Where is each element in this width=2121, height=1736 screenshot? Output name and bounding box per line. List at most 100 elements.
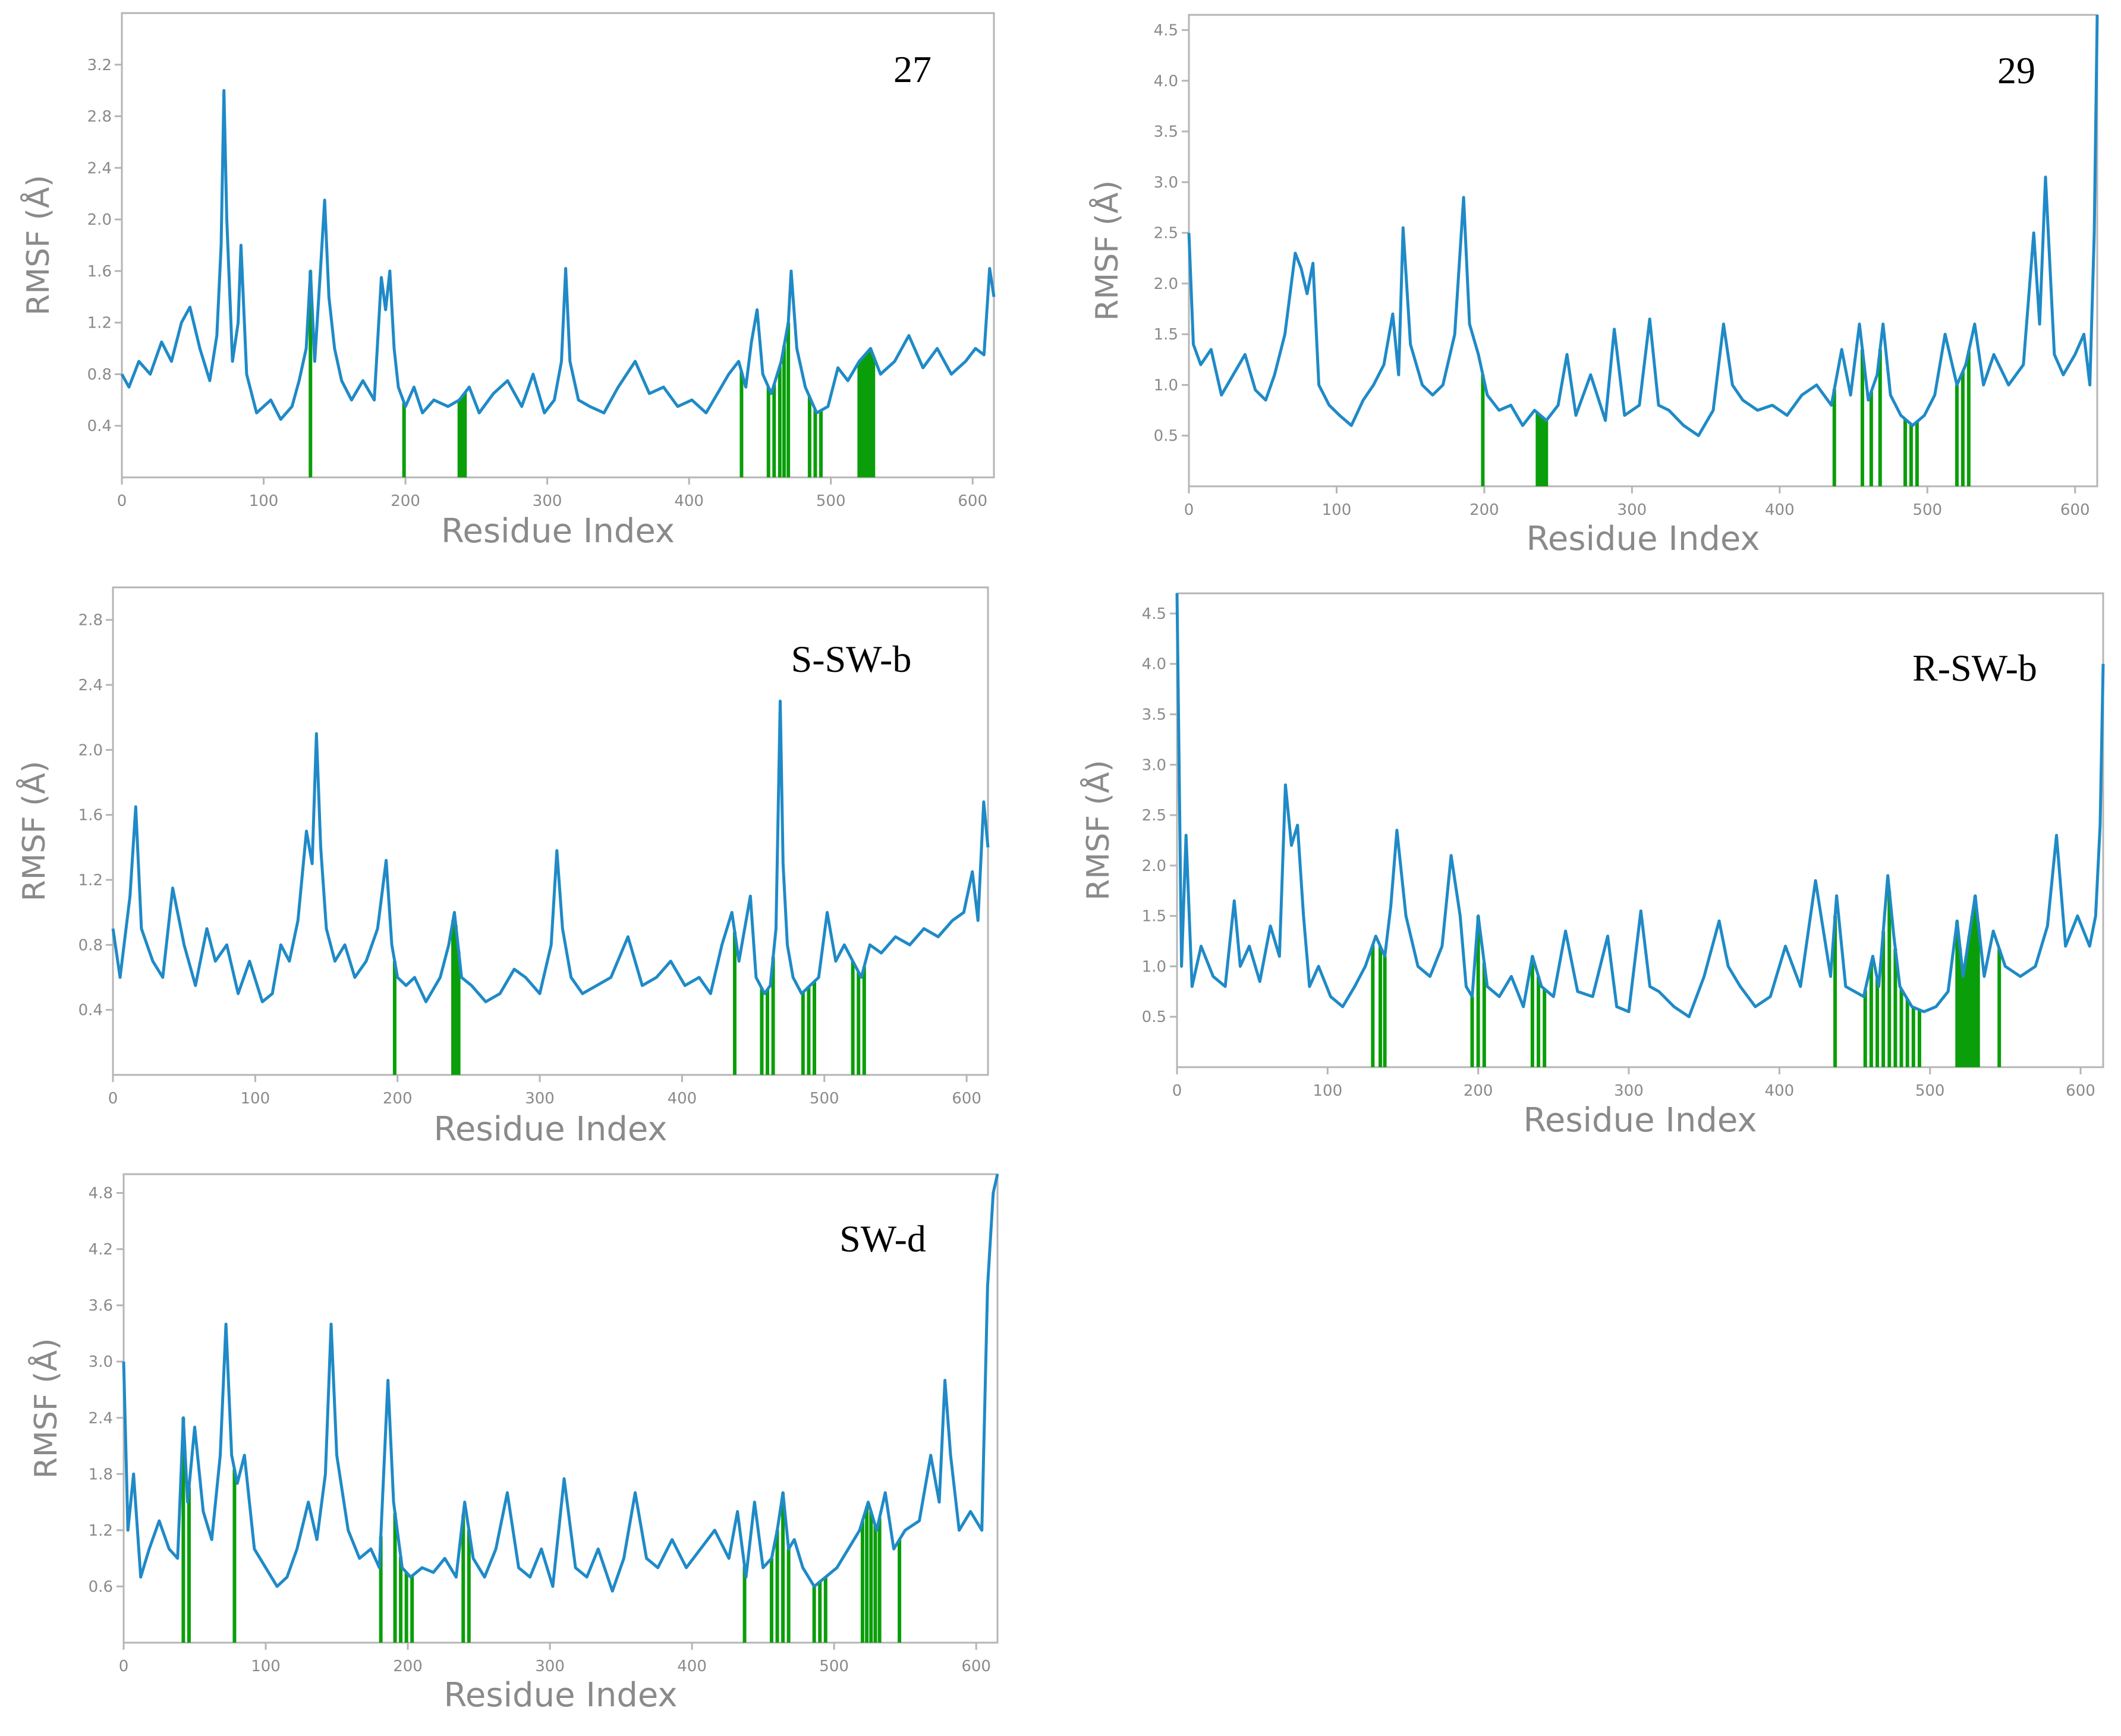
y-tick-label: 3.2 — [87, 56, 112, 74]
x-tick-label: 400 — [674, 492, 704, 510]
plot-frame — [121, 12, 995, 479]
x-tick-label: 600 — [958, 492, 987, 510]
y-tick-label: 0.5 — [1154, 427, 1178, 445]
x-tick-label: 100 — [1313, 1082, 1343, 1100]
y-tick-label: 0.8 — [87, 366, 112, 383]
y-tick-label: 2.8 — [78, 612, 103, 630]
y-tick-label: 3.5 — [1142, 706, 1166, 724]
x-tick-label: 300 — [535, 1658, 565, 1675]
panel-title: 27 — [893, 48, 932, 90]
y-tick-label: 3.5 — [1154, 123, 1178, 141]
x-tick-label: 200 — [383, 1090, 413, 1108]
chart-panel-pssw: 0 100 200 300 400 500 600 0.4 0.8 1.2 1.6 2.0 2.4 2.8… — [15, 586, 990, 1149]
x-tick-label: 500 — [816, 492, 846, 510]
y-tick-label: 0.6 — [89, 1578, 113, 1596]
panel-title: R-SW-b — [1912, 647, 2037, 689]
y-tick-label: 4.8 — [89, 1185, 113, 1203]
x-tick-label: 600 — [952, 1090, 981, 1108]
plot-frame — [112, 586, 989, 1076]
x-tick-label: 100 — [241, 1090, 270, 1108]
y-axis-label: RMSF (Å) — [20, 175, 56, 316]
y-tick-label: 2.4 — [89, 1410, 113, 1427]
chart-panel-pswd: 0 100 200 300 400 500 600 0.6 1.2 1.8 2.4 3.0 3.6 4.2… — [27, 1173, 999, 1715]
x-tick-label: 600 — [961, 1658, 991, 1675]
y-tick-label: 1.5 — [1154, 326, 1178, 344]
x-tick-label: 500 — [810, 1090, 839, 1108]
y-tick-label: 0.4 — [78, 1002, 103, 1020]
x-tick-label: 300 — [533, 492, 562, 510]
y-tick-label: 3.0 — [1154, 174, 1178, 191]
y-tick-label: 2.0 — [1154, 275, 1178, 293]
x-tick-label: 300 — [1614, 1082, 1644, 1100]
x-tick-label: 100 — [249, 492, 279, 510]
y-tick-label: 1.0 — [1142, 958, 1166, 976]
y-tick-label: 2.5 — [1142, 807, 1166, 825]
y-tick-label: 0.4 — [87, 417, 112, 435]
y-tick-label: 2.8 — [87, 108, 112, 126]
x-tick-label: 300 — [525, 1090, 555, 1108]
rmsf-line — [1187, 14, 2099, 438]
x-tick-label: 300 — [1618, 501, 1647, 519]
plot-frame — [1188, 14, 2098, 488]
y-tick-label: 3.0 — [1142, 756, 1166, 774]
x-tick-label: 100 — [1322, 501, 1352, 519]
x-tick-label: 0 — [117, 492, 127, 510]
plot-frame — [1176, 592, 2104, 1068]
y-tick-label: 1.6 — [78, 807, 103, 825]
rmsf-line — [120, 89, 996, 421]
y-axis-label: RMSF (Å) — [15, 761, 52, 902]
x-axis-label: Residue Index — [1526, 520, 1760, 558]
y-tick-label: 0.5 — [1142, 1008, 1166, 1026]
x-tick-label: 100 — [251, 1658, 281, 1675]
x-tick-label: 400 — [1765, 501, 1795, 519]
x-tick-label: 200 — [393, 1658, 423, 1675]
y-tick-label: 4.5 — [1154, 22, 1178, 40]
y-tick-label: 1.2 — [89, 1522, 113, 1540]
panel-title: 29 — [1997, 49, 2035, 92]
y-tick-label: 2.0 — [1142, 857, 1166, 875]
y-tick-label: 4.0 — [1154, 73, 1178, 90]
y-tick-label: 2.4 — [87, 159, 112, 177]
x-axis-label: Residue Index — [443, 1676, 677, 1715]
y-tick-label: 1.2 — [87, 315, 112, 332]
x-tick-label: 0 — [119, 1658, 129, 1675]
x-tick-label: 200 — [1464, 1082, 1493, 1100]
x-tick-label: 400 — [1765, 1082, 1795, 1100]
chart-panel-p27: 0 100 200 300 400 500 600 0.4 0.8 1.2 1.6 2.0 2.4 2.8… — [20, 12, 996, 551]
chart-panel-prsw: 0 100 200 300 400 500 600 0.5 1.0 1.5 2.0 2.5 3.0 3.5… — [1080, 592, 2105, 1140]
y-tick-label: 4.0 — [1142, 656, 1166, 674]
panel-title: S-SW-b — [791, 638, 912, 680]
y-tick-label: 3.6 — [89, 1297, 113, 1315]
y-tick-label: 1.8 — [89, 1465, 113, 1483]
y-axis-label: RMSF (Å) — [1080, 760, 1116, 901]
panel-title: SW-d — [839, 1218, 926, 1260]
y-axis-label: RMSF (Å) — [1088, 180, 1125, 321]
y-tick-label: 4.5 — [1142, 605, 1166, 623]
y-tick-label: 2.4 — [78, 677, 103, 694]
y-tick-label: 1.2 — [78, 872, 103, 889]
x-tick-label: 0 — [1184, 501, 1194, 519]
y-tick-label: 4.2 — [89, 1241, 113, 1259]
y-tick-label: 1.5 — [1142, 908, 1166, 926]
x-tick-label: 500 — [1915, 1082, 1945, 1100]
x-tick-label: 600 — [2066, 1082, 2095, 1100]
y-tick-label: 2.5 — [1154, 225, 1178, 243]
x-axis-label: Residue Index — [433, 1110, 667, 1149]
x-tick-label: 200 — [391, 492, 420, 510]
x-tick-label: 500 — [1912, 501, 1942, 519]
chart-panel-p29: 0 100 200 300 400 500 600 0.5 1.0 1.5 2.0 2.5 3.0 3.5… — [1088, 14, 2099, 558]
y-tick-label: 1.0 — [1154, 376, 1178, 394]
x-axis-label: Residue Index — [441, 512, 675, 551]
rmsf-line — [1175, 593, 2105, 1018]
rmsf-line — [122, 1174, 999, 1593]
x-tick-label: 500 — [819, 1658, 849, 1675]
y-tick-label: 3.0 — [89, 1353, 113, 1371]
x-axis-label: Residue Index — [1523, 1101, 1757, 1140]
y-axis-label: RMSF (Å) — [27, 1338, 64, 1479]
x-tick-label: 200 — [1469, 501, 1499, 519]
rmsf-line — [111, 699, 990, 1004]
x-tick-label: 0 — [1172, 1082, 1182, 1100]
y-tick-label: 1.6 — [87, 263, 112, 281]
x-tick-label: 0 — [108, 1090, 118, 1108]
